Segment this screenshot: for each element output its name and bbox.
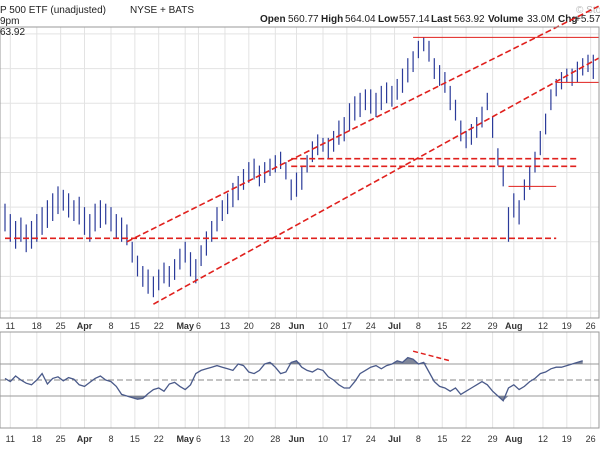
- price-bars: [4, 37, 594, 298]
- chg-value: +5.57: [575, 14, 600, 25]
- x-tick-label: 13: [220, 321, 230, 331]
- high-label: High: [321, 14, 343, 25]
- x-tick-label: 8: [108, 321, 113, 331]
- x-tick-label: 29: [488, 321, 498, 331]
- x-tick-label: 18: [32, 434, 42, 444]
- last-value: 563.92: [454, 14, 485, 25]
- x-tick-label: 18: [32, 321, 42, 331]
- low-value: 557.14: [399, 14, 430, 25]
- x-tick-label: 8: [416, 434, 421, 444]
- open-label: Open: [260, 14, 286, 25]
- indicator-panel: [0, 350, 599, 402]
- chg-label: Chg: [558, 14, 577, 25]
- x-tick-label: 15: [437, 321, 447, 331]
- x-tick-label: 25: [56, 321, 66, 331]
- indicator-oversold-fill: [5, 396, 583, 401]
- x-tick-label: Jun: [288, 434, 304, 444]
- x-tick-label: 24: [366, 321, 376, 331]
- x-tick-label: May: [176, 321, 194, 331]
- x-tick-label: 24: [366, 434, 376, 444]
- x-tick-label: 29: [488, 434, 498, 444]
- x-tick-label: Aug: [505, 321, 523, 331]
- x-tick-label: 22: [461, 321, 471, 331]
- high-value: 564.04: [345, 14, 376, 25]
- x-tick-label: 26: [586, 321, 596, 331]
- trendline: [153, 57, 599, 305]
- low-label: Low: [378, 14, 398, 25]
- header-price: 63.92: [0, 27, 25, 38]
- x-tick-label: 19: [562, 321, 572, 331]
- x-tick-label: 13: [220, 434, 230, 444]
- x-tick-label: Jul: [388, 434, 401, 444]
- x-tick-label: 8: [108, 434, 113, 444]
- x-tick-label: 15: [130, 434, 140, 444]
- volume-value: 33.0M: [527, 14, 555, 25]
- x-tick-label: 25: [56, 434, 66, 444]
- volume-label: Volume: [488, 14, 524, 25]
- indicator-panel-border: [0, 331, 600, 429]
- x-tick-label: 20: [244, 321, 254, 331]
- x-tick-label: 26: [586, 434, 596, 444]
- x-tick-label: 6: [196, 321, 201, 331]
- x-tick-label: 10: [318, 321, 328, 331]
- x-tick-label: 15: [437, 434, 447, 444]
- x-tick-label: 19: [562, 434, 572, 444]
- x-tick-label: 15: [130, 321, 140, 331]
- x-tick-label: 12: [538, 321, 548, 331]
- indicator-trendline: [412, 350, 451, 362]
- x-tick-label: 22: [154, 434, 164, 444]
- x-tick-label: 10: [318, 434, 328, 444]
- x-tick-label: Jun: [288, 321, 304, 331]
- open-value: 560.77: [288, 14, 319, 25]
- trendline: [126, 5, 599, 243]
- exchange-label: NYSE + BATS: [130, 5, 194, 16]
- x-tick-label: 22: [461, 434, 471, 444]
- header-time: 9pm: [0, 16, 19, 27]
- x-tick-label: 12: [538, 434, 548, 444]
- x-tick-label: 6: [196, 434, 201, 444]
- x-tick-label: 20: [244, 434, 254, 444]
- x-tick-label: 11: [6, 321, 15, 331]
- x-tick-label: Apr: [77, 321, 93, 331]
- x-tick-label: 11: [6, 434, 15, 444]
- x-tick-label: Apr: [77, 434, 93, 444]
- x-tick-label: 22: [154, 321, 164, 331]
- watermark: © Stock: [576, 5, 600, 16]
- trendlines: [5, 5, 599, 305]
- last-label: Last: [431, 14, 452, 25]
- x-tick-label: 8: [416, 321, 421, 331]
- chart-title: P 500 ETF (unadjusted): [0, 5, 106, 16]
- x-tick-label: Jul: [388, 321, 401, 331]
- x-tick-label: 17: [342, 434, 352, 444]
- x-axis-main: 11 18 25 Apr 8 15 22 May 6 13 20 28 Jun 10 17 24 Jul 8 15 2…: [6, 321, 596, 331]
- x-axis-indicator: 11 18 25 Apr 8 15 22 May 6 13 20 28 Jun 10 17 24 Jul 8 15 2…: [6, 434, 596, 444]
- x-tick-label: 28: [270, 434, 280, 444]
- price-panel-border: [0, 26, 600, 319]
- chart-header: P 500 ETF (unadjusted) NYSE + BATS 9pm 6…: [0, 5, 600, 38]
- x-tick-label: May: [176, 434, 194, 444]
- x-tick-label: 28: [270, 321, 280, 331]
- indicator-overbought-fill: [5, 357, 583, 364]
- x-tick-label: Aug: [505, 434, 523, 444]
- indicator-line: [4, 356, 583, 402]
- x-tick-label: 17: [342, 321, 352, 331]
